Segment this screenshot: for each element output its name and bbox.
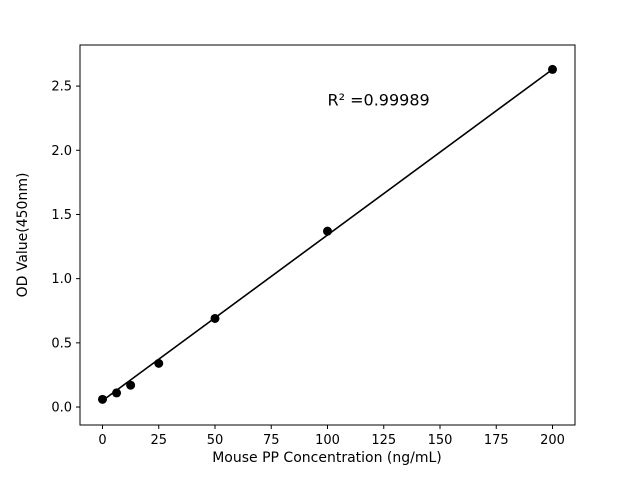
- y-tick-label: 2.0: [51, 144, 72, 159]
- y-axis-label: OD Value(450nm): [15, 173, 31, 298]
- data-point: [98, 394, 107, 404]
- x-tick-label: 125: [371, 433, 396, 448]
- x-tick-label: 25: [150, 433, 167, 448]
- y-tick-label: 0.5: [51, 336, 72, 351]
- x-tick-label: 0: [98, 433, 106, 448]
- x-axis-label: Mouse PP Concentration (ng/mL): [212, 450, 442, 466]
- x-tick-label: 100: [315, 433, 340, 448]
- r-squared-annotation: R² =0.99989: [328, 90, 430, 109]
- data-point: [323, 226, 332, 236]
- data-point: [154, 358, 164, 368]
- x-tick-label: 50: [207, 433, 224, 448]
- y-tick-label: 0.0: [51, 401, 72, 416]
- data-point: [548, 64, 557, 74]
- x-tick-label: 200: [540, 433, 565, 448]
- chart-generated-layer: 0 25 50 75 100 125 150 175 200 0.0 0.5 1.0 1.5 2.0 2.5: [51, 44, 576, 448]
- x-tick-label: 75: [263, 433, 280, 448]
- x-tick-label: 175: [484, 433, 509, 448]
- data-point: [112, 388, 122, 398]
- y-tick-label: 1.5: [51, 208, 72, 223]
- x-tick-label: 150: [428, 433, 453, 448]
- y-tick-label: 1.0: [51, 272, 72, 287]
- data-point: [210, 313, 220, 323]
- y-tick-label: 2.5: [51, 80, 72, 95]
- data-point: [126, 380, 136, 390]
